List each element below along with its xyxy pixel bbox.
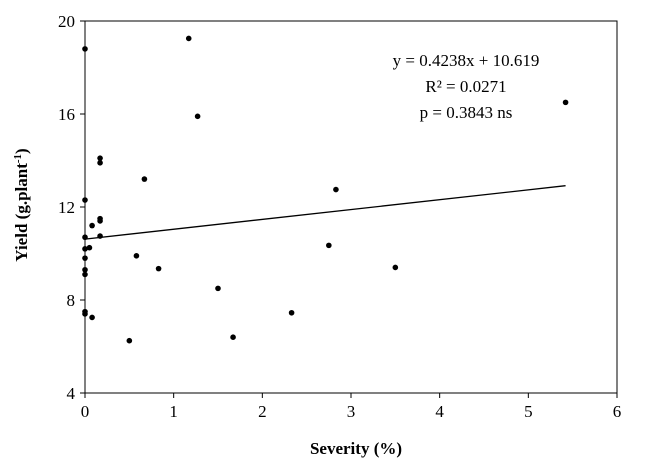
data-point bbox=[89, 314, 95, 321]
y-axis-title: Yield (g.plant-1) bbox=[12, 148, 31, 261]
x-tick-label: 1 bbox=[169, 402, 178, 421]
data-point bbox=[89, 222, 95, 229]
x-tick-label: 4 bbox=[435, 402, 444, 421]
plot-area bbox=[84, 20, 618, 394]
data-point bbox=[126, 337, 133, 344]
data-point bbox=[82, 246, 88, 252]
data-point bbox=[97, 218, 103, 224]
data-point bbox=[333, 186, 339, 193]
data-point bbox=[562, 99, 569, 106]
data-point bbox=[86, 244, 93, 251]
data-point bbox=[230, 334, 236, 341]
y-tick-label: 16 bbox=[58, 105, 75, 124]
y-tick-label: 12 bbox=[58, 198, 75, 217]
data-point bbox=[215, 285, 221, 292]
data-points bbox=[82, 35, 569, 344]
data-point bbox=[82, 271, 88, 278]
data-point bbox=[194, 113, 201, 120]
trendline bbox=[84, 185, 566, 240]
x-axis-title: Severity (%) bbox=[310, 439, 402, 458]
data-point bbox=[133, 253, 140, 259]
y-axis-ticks: 4 8 12 16 20 bbox=[58, 12, 85, 403]
x-tick-label: 6 bbox=[613, 402, 622, 421]
data-point bbox=[97, 233, 103, 239]
y-tick-label: 20 bbox=[58, 12, 75, 31]
data-point bbox=[97, 160, 103, 166]
x-tick-label: 0 bbox=[81, 402, 90, 421]
y-axis-title-superscript: -1 bbox=[12, 154, 24, 163]
data-point bbox=[82, 255, 88, 261]
data-point bbox=[155, 265, 162, 272]
data-point bbox=[326, 242, 332, 249]
data-point bbox=[82, 197, 88, 203]
y-axis-title-close: ) bbox=[12, 148, 31, 154]
data-point bbox=[82, 266, 88, 273]
data-point bbox=[82, 234, 88, 241]
p-value-annotation: p = 0.3843 ns bbox=[420, 103, 513, 122]
x-axis-ticks: 0 1 2 3 4 5 6 bbox=[81, 393, 622, 421]
data-point bbox=[288, 309, 295, 316]
x-tick-label: 2 bbox=[258, 402, 267, 421]
y-tick-label: 4 bbox=[67, 384, 76, 403]
data-point bbox=[82, 46, 88, 52]
y-axis-title-main: Yield (g.plant bbox=[12, 163, 31, 262]
equation-annotation: y = 0.4238x + 10.619 bbox=[393, 51, 540, 70]
data-point bbox=[82, 311, 88, 317]
data-point bbox=[141, 176, 148, 182]
r-squared-annotation: R² = 0.0271 bbox=[425, 77, 506, 96]
y-tick-label: 8 bbox=[67, 291, 76, 310]
x-tick-label: 5 bbox=[524, 402, 533, 421]
data-point bbox=[185, 35, 192, 42]
plot-frame bbox=[84, 20, 618, 394]
x-tick-label: 3 bbox=[347, 402, 356, 421]
data-point bbox=[97, 155, 103, 161]
data-point bbox=[392, 264, 399, 271]
